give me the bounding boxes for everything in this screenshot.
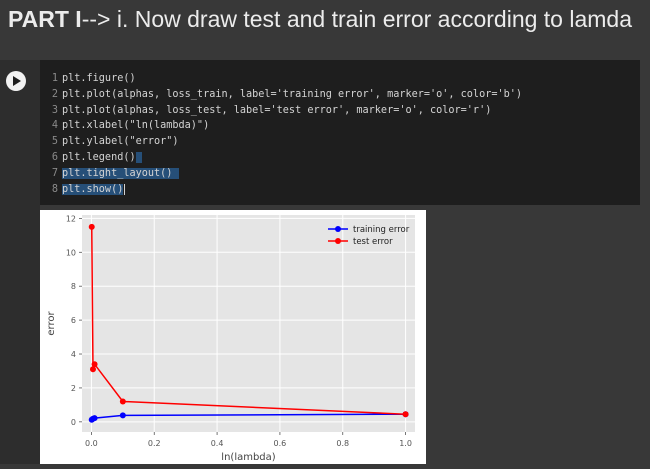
text-cursor [124,183,126,195]
line-number: 6 [51,151,58,163]
code-editor[interactable]: 1 plt.figure() 2 plt.plot(alphas, loss_tra… [40,60,640,205]
x-tick-label: 0.0 [85,439,98,448]
line-number: 4 [51,120,58,132]
cell-gutter [0,60,40,464]
legend-label: training error [353,225,410,235]
data-point [88,223,95,230]
y-tick-label: 6 [71,316,76,325]
line-number: 3 [51,104,58,116]
code-text: plt.ylabel("error") [62,136,179,148]
data-point [89,366,96,373]
y-tick-label: 0 [71,418,76,427]
y-axis-label: error [46,311,57,336]
data-point [119,412,126,419]
selection-tail [135,151,142,163]
x-tick-label: 0.6 [274,439,287,448]
play-icon [13,76,21,86]
line-number: 8 [51,183,58,195]
section-title: PART I--> i. Now draw test and train err… [8,6,632,33]
data-point [91,415,98,422]
code-lines: 1 plt.figure() 2 plt.plot(alphas, loss_tra… [40,71,522,197]
y-tick-label: 10 [66,248,76,257]
run-cell-button[interactable] [6,71,26,91]
y-tick-label: 2 [71,384,76,393]
legend-marker [335,238,341,244]
x-tick-label: 1.0 [399,439,412,448]
line-number: 7 [51,167,58,179]
code-text: plt.xlabel("ln(lambda)") [62,120,210,132]
x-axis-label: ln(lambda) [221,452,275,463]
data-point [119,398,126,405]
plot-image: 0.0 0.2 0.4 0.6 0.8 1.0 0 2 4 6 8 10 12 ln(lambda) err… [40,210,426,464]
y-tick-label: 8 [71,282,76,291]
code-cell: 1 plt.figure() 2 plt.plot(alphas, loss_tra… [0,60,650,464]
error-chart: 0.0 0.2 0.4 0.6 0.8 1.0 0 2 4 6 8 10 12 ln(lambda) err… [46,214,415,463]
x-tick-label: 0.8 [336,439,349,448]
code-line[interactable]: 8 plt.show() [40,182,522,198]
code-line[interactable]: 1 plt.figure() [40,71,522,87]
section-title-bold: PART I [8,6,82,32]
line-number: 1 [51,73,58,84]
notebook-header: PART I--> i. Now draw test and train err… [0,0,650,52]
code-line[interactable]: 7 plt.tight_layout() [40,166,522,182]
code-text-selected: plt.tight_layout() [62,167,173,179]
line-number: 2 [51,88,58,100]
code-text-selected: plt.show() [62,183,124,195]
y-tick-label: 12 [66,214,76,223]
code-line[interactable]: 4 plt.xlabel("ln(lambda)") [40,118,522,134]
legend-marker [335,226,341,232]
data-point [402,411,409,418]
code-text: plt.plot(alphas, loss_train, label='trai… [62,88,523,100]
cell-output: 0.0 0.2 0.4 0.6 0.8 1.0 0 2 4 6 8 10 12 ln(lambda) err… [40,205,640,464]
y-tick-label: 4 [71,350,76,359]
selection-tail [172,167,179,179]
section-title-rest: --> i. Now draw test and train error acc… [81,6,633,32]
code-line[interactable]: 5 plt.ylabel("error") [40,134,522,150]
x-tick-label: 0.4 [211,439,224,448]
code-line[interactable]: 2 plt.plot(alphas, loss_train, label='tra… [40,87,522,103]
code-line[interactable]: 6 plt.legend() [40,150,522,166]
code-text: plt.legend() [62,151,136,163]
data-point [91,361,98,368]
line-number: 5 [51,136,58,148]
code-text: plt.figure() [62,73,136,84]
x-tick-label: 0.2 [148,439,161,448]
code-line[interactable]: 3 plt.plot(alphas, loss_test, label='test… [40,103,522,119]
legend-label: test error [353,237,393,247]
code-text: plt.plot(alphas, loss_test, label='test … [62,104,492,116]
plot-area [82,215,415,432]
